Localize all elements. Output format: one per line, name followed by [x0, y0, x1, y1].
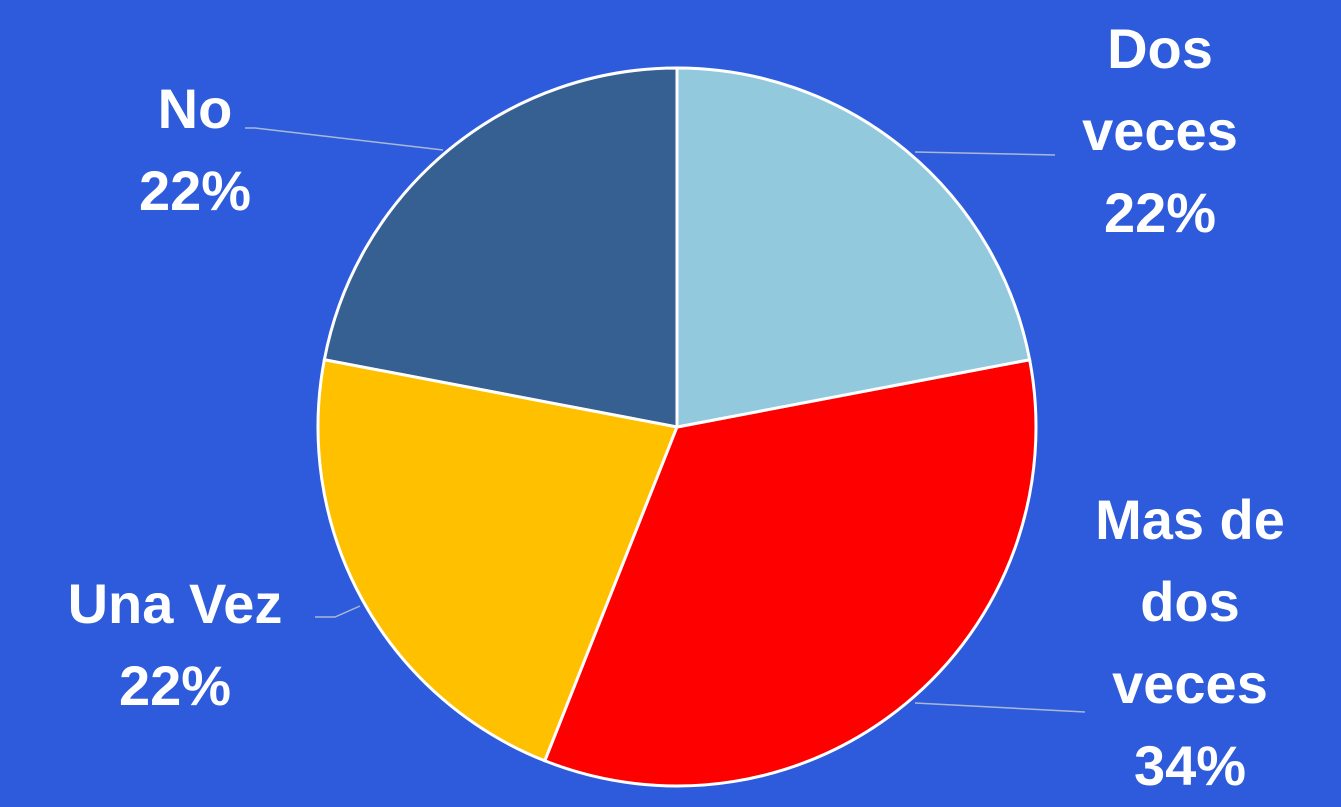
- slice-label: Una Vez 22%: [25, 563, 325, 727]
- leader-line: [914, 702, 1086, 713]
- pie-slice: [675, 66, 1032, 429]
- leader-line: [315, 605, 361, 618]
- leader-line: [914, 151, 1056, 156]
- slice-label: No 22%: [95, 68, 295, 232]
- category-label: Mas de dos veces: [1095, 488, 1285, 715]
- category-label: No: [157, 77, 233, 140]
- category-label: Dos veces: [1082, 17, 1238, 162]
- pie-slice: [316, 357, 680, 763]
- leader-lines: [245, 127, 1086, 713]
- value-label: 22%: [1103, 181, 1217, 244]
- value-label: 22%: [118, 654, 232, 717]
- value-label: 34%: [1133, 734, 1247, 797]
- slice-label: Mas de dos veces 34%: [1070, 479, 1310, 807]
- slice-label: Dos veces 22%: [1040, 8, 1280, 254]
- leader-line: [245, 127, 444, 151]
- value-label: 22%: [138, 159, 252, 222]
- category-label: Una Vez: [67, 572, 283, 635]
- pie-slice: [322, 66, 679, 429]
- pie-slice: [542, 357, 1038, 788]
